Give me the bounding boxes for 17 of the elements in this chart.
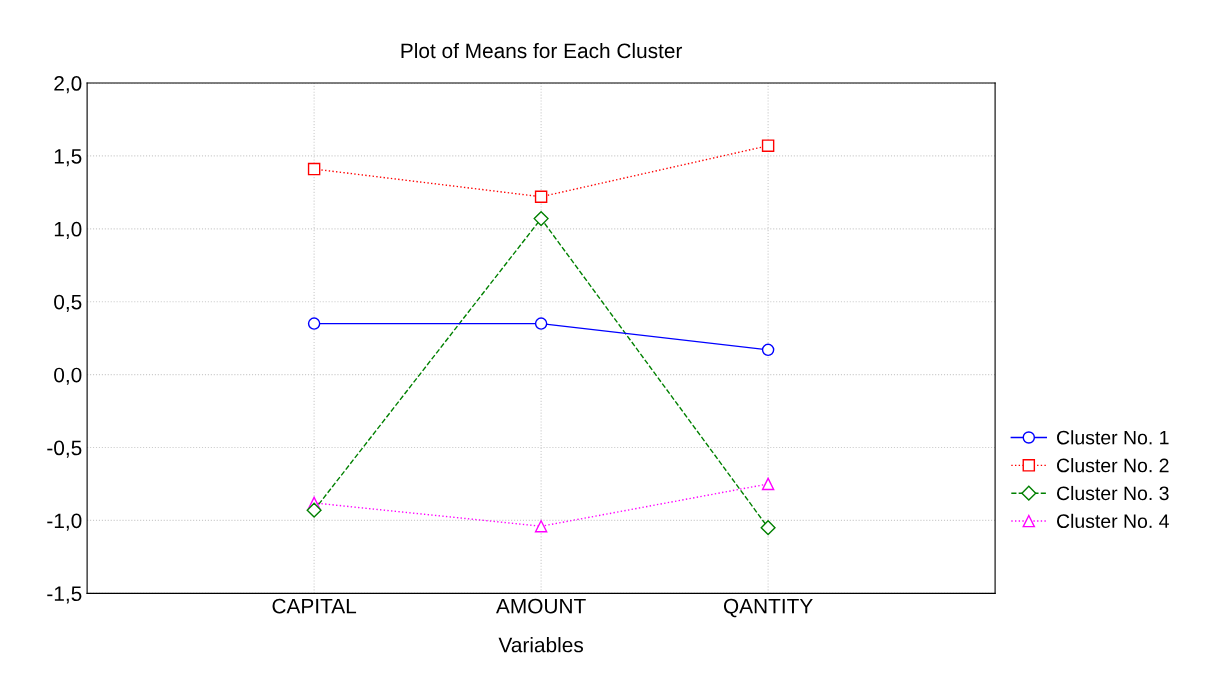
legend-label: Cluster No. 3 [1057,485,1169,501]
y-tick-label: 1,5 [54,149,82,167]
y-tick-label: -0,5 [47,440,82,458]
x-axis-title: Variables [498,637,584,653]
y-tick-label: 0,0 [54,367,82,385]
legend-label: Cluster No. 4 [1057,513,1169,529]
x-tick-label: CAPITAL [272,598,357,614]
y-tick-label: 1,0 [54,221,82,240]
x-tick-label: AMOUNT [496,598,586,614]
y-tick-label: 0,5 [54,294,82,312]
y-tick-label: -1,5 [47,586,82,604]
legend-label: Cluster No. 2 [1057,458,1169,473]
x-tick-label: QANTITY [723,598,813,618]
chart-title: Plot of Means for Each Cluster [401,42,683,59]
y-tick-label: 2,0 [54,76,82,94]
y-tick-label: -1,0 [47,513,82,531]
legend-label: Cluster No. 1 [1057,430,1169,445]
